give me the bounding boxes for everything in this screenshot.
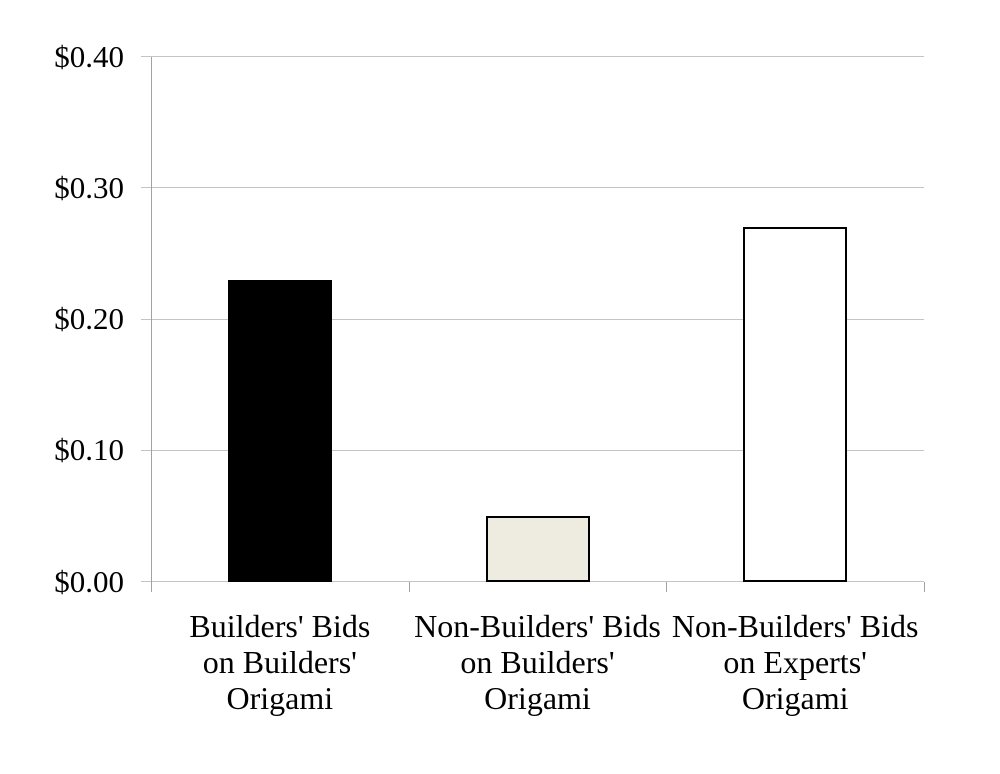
bar-category-2 <box>485 515 590 582</box>
gridline <box>141 581 924 582</box>
x-axis-tick <box>666 581 668 592</box>
gridline <box>141 187 924 189</box>
y-axis-tick-label: $0.40 <box>54 38 124 74</box>
gridline <box>141 318 924 320</box>
y-axis-tick-label: $0.30 <box>54 169 124 205</box>
x-axis-category-label: Non-Builders' Bids on Builders' Origami <box>414 608 661 716</box>
y-axis-line <box>151 56 152 592</box>
x-axis-tick <box>924 581 925 592</box>
x-axis-tick <box>408 581 410 592</box>
gridline <box>141 56 924 57</box>
gridline <box>141 449 924 451</box>
y-axis-tick-label: $0.00 <box>54 563 124 599</box>
x-axis-category-label: Non-Builders' Bids on Experts' Origami <box>671 608 919 716</box>
y-axis-tick-label: $0.10 <box>54 432 124 468</box>
bar-category-3 <box>743 227 848 582</box>
bar-category-1 <box>227 279 332 582</box>
x-axis-category-label: Builders' Bids on Builders' Origami <box>189 608 371 716</box>
x-axis-tick <box>151 581 152 592</box>
y-axis-tick-label: $0.20 <box>54 301 124 336</box>
